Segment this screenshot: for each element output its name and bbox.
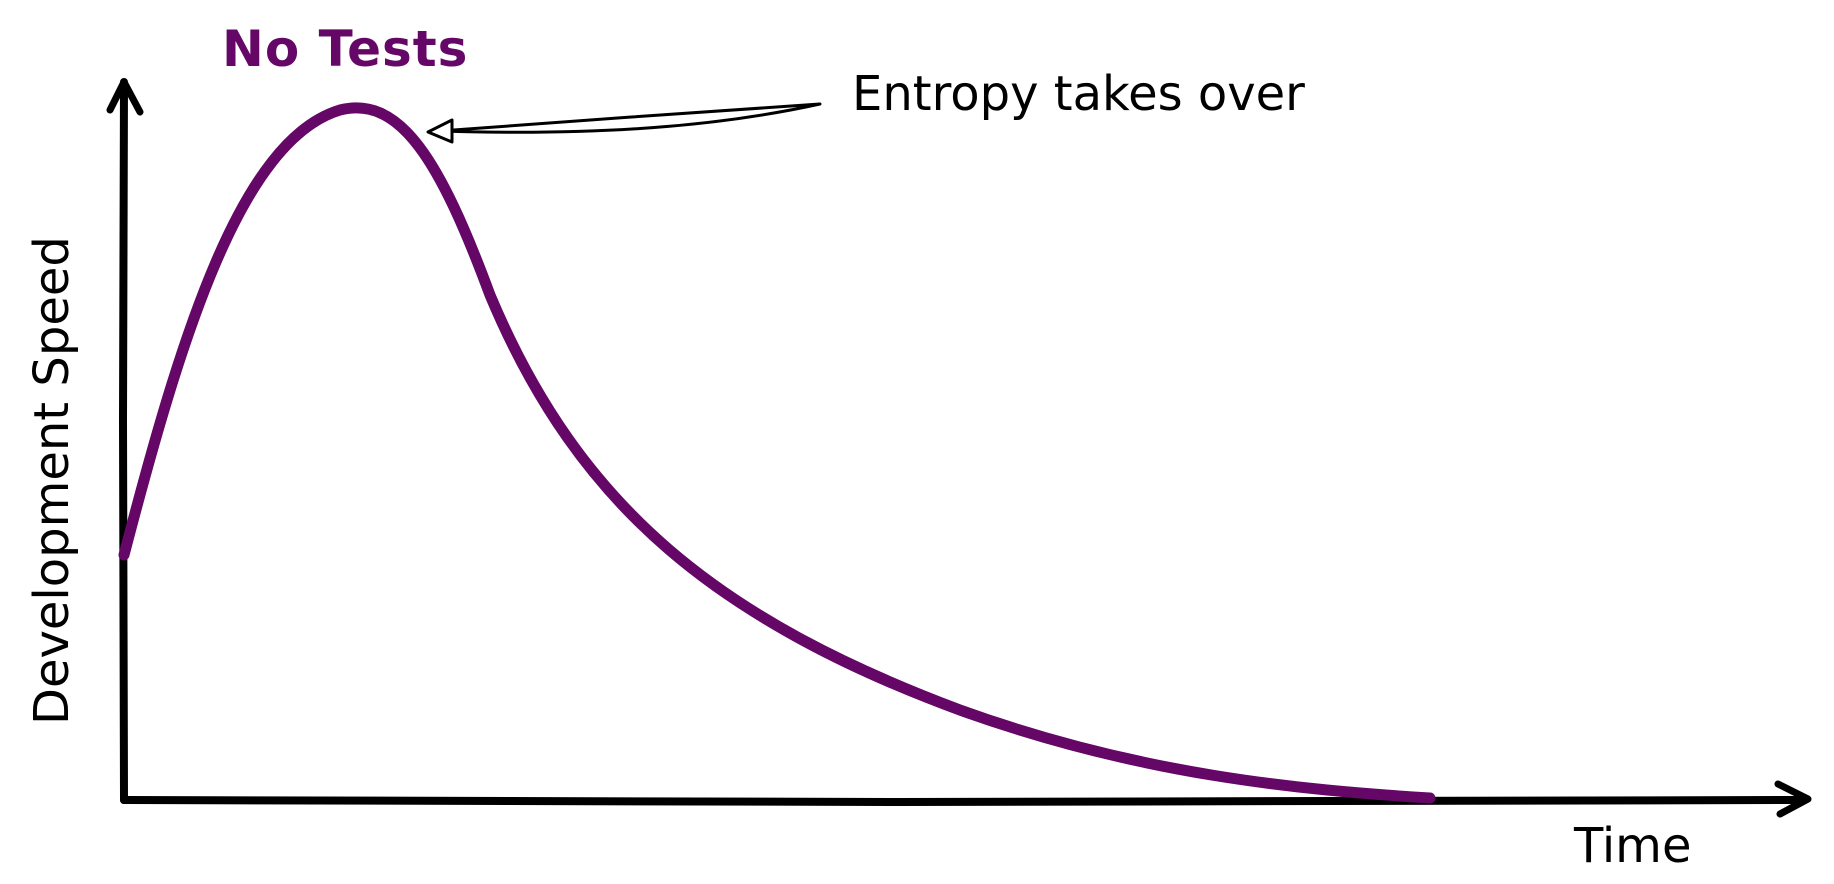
development-speed-curve xyxy=(118,102,1436,804)
curve-stroke-sketch xyxy=(125,107,1428,800)
x-axis-label: Time xyxy=(1573,818,1691,874)
x-axis-line xyxy=(120,796,1804,806)
x-axis xyxy=(120,780,1812,818)
curve-stroke-main xyxy=(118,102,1436,804)
curve-title: No Tests xyxy=(222,20,468,78)
annotation-text: Entropy takes over xyxy=(852,66,1305,122)
y-axis-line xyxy=(119,78,128,804)
annotation-arrow xyxy=(426,102,822,144)
x-axis-arrowhead xyxy=(1774,780,1812,818)
y-axis-label: Development Speed xyxy=(24,236,80,725)
y-axis xyxy=(106,78,144,804)
y-axis-arrowhead xyxy=(106,78,144,116)
annotation-arrow-shaft xyxy=(438,102,822,134)
annotation-arrowhead xyxy=(426,118,454,144)
